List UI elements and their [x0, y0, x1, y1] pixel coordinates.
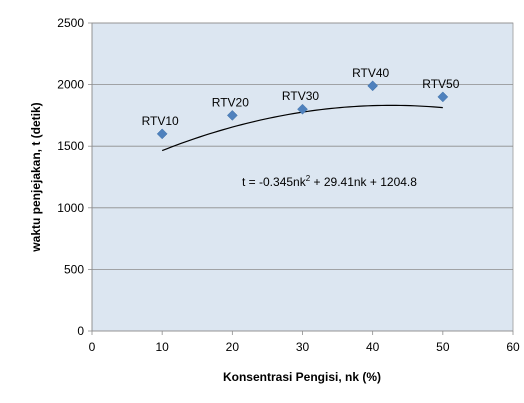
y-tick-label: 1000	[57, 201, 84, 215]
equation-suffix: + 29.41nk + 1204.8	[310, 175, 417, 189]
y-tick-labels: 0 500 1000 1500 2000 2500	[57, 16, 84, 338]
y-tick-label: 2500	[57, 16, 84, 30]
gridlines	[88, 22, 513, 332]
y-tick-label: 500	[64, 262, 84, 276]
data-point-marker	[226, 110, 238, 121]
data-point-label: RTV20	[212, 95, 249, 109]
x-axis-title: Konsentrasi Pengisi, nk (%)	[223, 370, 381, 384]
plot-area	[91, 22, 514, 332]
x-tick-label: 10	[155, 340, 169, 354]
data-point-label: RTV50	[422, 77, 459, 91]
x-tick-label: 40	[366, 340, 380, 354]
data-point-label: RTV10	[142, 114, 179, 128]
x-tick-label: 60	[506, 340, 520, 354]
data-points	[156, 80, 449, 140]
equation-superscript: 2	[306, 174, 311, 183]
x-tick-label: 20	[226, 340, 240, 354]
y-tick-label: 0	[77, 324, 84, 338]
x-tick-labels: 0 10 20 30 40 50 60	[89, 340, 520, 354]
data-point-marker	[156, 128, 168, 140]
trendline-equation: t = -0.345nk2 + 29.41nk + 1204.8	[242, 174, 417, 189]
data-point-marker	[437, 91, 449, 103]
y-tick-label: 1500	[57, 139, 84, 153]
x-tick-label: 0	[89, 340, 96, 354]
data-point-marker	[367, 80, 379, 92]
data-point-label: RTV30	[282, 89, 319, 103]
equation-prefix: t = -0.345nk	[242, 175, 307, 189]
data-point-marker	[297, 103, 308, 115]
data-point-label: RTV40	[352, 66, 389, 80]
y-axis-title: waktu penjejakan, t (detik)	[29, 102, 43, 252]
axes	[91, 23, 514, 335]
x-tick-label: 30	[296, 340, 310, 354]
data-labels: RTV10 RTV20 RTV30 RTV40 RTV50	[142, 66, 460, 128]
x-tick-label: 50	[436, 340, 450, 354]
y-tick-label: 2000	[57, 78, 84, 92]
